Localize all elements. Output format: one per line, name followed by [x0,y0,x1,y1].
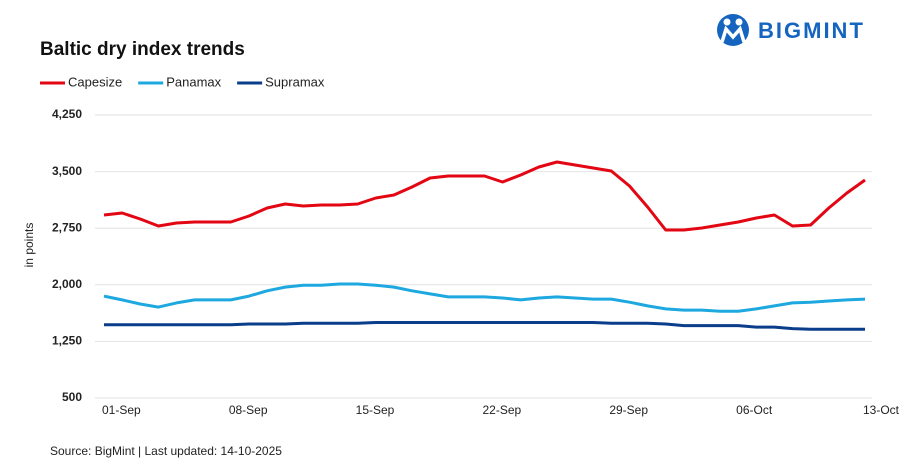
x-tick-label: 06-Oct [736,403,773,417]
logo-text: BIGMINT [758,18,865,43]
logo: BIGMINT [717,14,865,46]
y-tick-label: 3,500 [52,164,82,178]
logo-icon-dot [735,18,743,26]
legend-label: Capesize [68,74,122,89]
chart-title: Baltic dry index trends [40,39,245,60]
y-tick-label: 1,250 [52,334,82,348]
series-line [103,282,866,313]
x-tick-label: 13-Oct [863,403,900,417]
legend-label: Supramax [265,74,325,89]
legend-label: Panamax [166,74,221,89]
x-tick-label: 08-Sep [229,403,268,417]
x-tick-label: 15-Sep [356,403,395,417]
logo-icon-dot [723,18,731,26]
series-line [103,160,866,232]
x-tick-label: 22-Sep [483,403,522,417]
y-tick-label: 2,750 [52,220,82,234]
y-tick-label: 4,250 [52,107,82,121]
x-tick-label: 29-Sep [609,403,648,417]
y-tick-label: 500 [62,390,82,404]
series-line [104,321,865,331]
legend: Capesize Panamax Supramax [40,74,325,89]
source-note: Source: BigMint | Last updated: 14-10-20… [50,444,282,458]
logo-icon-shape [720,25,746,43]
x-tick-label: 01-Sep [102,403,141,417]
y-tick-label: 2,000 [52,277,82,291]
y-axis-label: in points [22,223,36,268]
